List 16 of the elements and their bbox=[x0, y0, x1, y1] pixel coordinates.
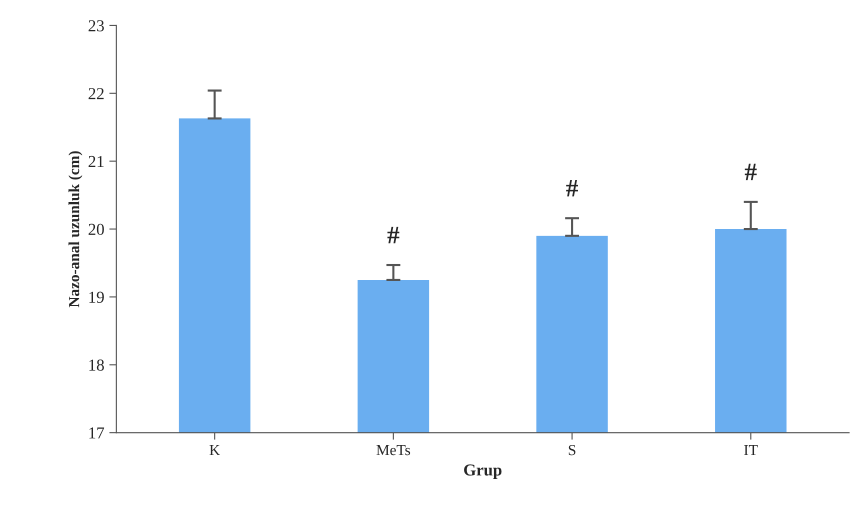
y-tick-label: 21 bbox=[88, 156, 104, 167]
x-tick-label: S bbox=[568, 444, 576, 456]
x-tick-label: MeTs bbox=[376, 445, 410, 456]
y-tick-label: 23 bbox=[88, 20, 104, 32]
y-tick-label: 19 bbox=[89, 292, 104, 303]
y-tick-label: 17 bbox=[89, 427, 104, 438]
y-axis-title: Nazo-anal uzunluk (cm) bbox=[68, 151, 82, 308]
y-tick-label: 20 bbox=[88, 224, 104, 235]
x-axis-title: Grup bbox=[464, 464, 502, 479]
y-tick-label: 22 bbox=[88, 88, 104, 100]
x-tick-label: K bbox=[210, 445, 220, 456]
annotation: # bbox=[744, 164, 757, 180]
x-tick-label: IT bbox=[744, 445, 758, 456]
annotation: # bbox=[566, 180, 578, 196]
y-tick-label: 18 bbox=[89, 359, 104, 371]
annotation: # bbox=[387, 226, 400, 244]
